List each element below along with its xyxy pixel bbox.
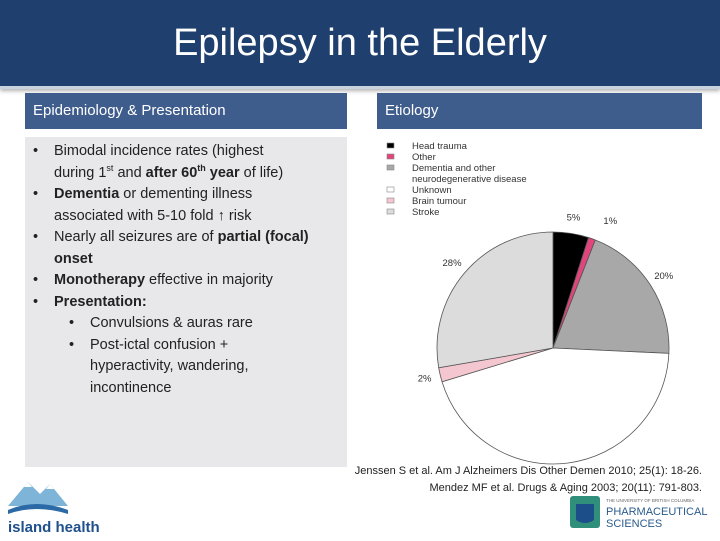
bullet-list: Bimodal incidence rates (highest during … xyxy=(29,141,345,399)
legend-label: Brain tumour xyxy=(412,196,466,207)
svg-text:PHARMACEUTICAL: PHARMACEUTICAL xyxy=(606,506,707,518)
slice-value-label: 5% xyxy=(567,213,581,224)
legend-swatch xyxy=(386,197,395,204)
citation-jenssen: Jenssen S et al. Am J Alzheimers Dis Oth… xyxy=(354,465,702,477)
bullet-dementia: Dementia or dementing illness associated… xyxy=(29,184,345,227)
epidemiology-header: Epidemiology & Presentation xyxy=(25,93,347,129)
citation-mendez: Mendez MF et al. Drugs & Aging 2003; 20(… xyxy=(429,482,702,494)
slice-value-label: 1% xyxy=(603,216,617,227)
title-bar: Epilepsy in the Elderly xyxy=(0,0,720,89)
legend-label: neurodegenerative disease xyxy=(412,174,527,185)
etiology-chart: Head trauma Other Dementia and other neurod… xyxy=(378,137,702,485)
bullet-partial-onset: Nearly all seizures are of partial (foca… xyxy=(29,227,345,270)
island-health-wordmark: island health xyxy=(8,519,100,536)
ubc-pharmaceutical-sciences-logo: THE UNIVERSITY OF BRITISH COLUMBIA PHARM… xyxy=(568,492,718,532)
legend-label: Dementia and other xyxy=(412,163,495,174)
pie-slice xyxy=(552,239,670,354)
citations: Jenssen S et al. Am J Alzheimers Dis Oth… xyxy=(302,463,702,497)
svg-text:SCIENCES: SCIENCES xyxy=(606,518,662,530)
pie-slice xyxy=(441,347,670,465)
slice-value-label: 28% xyxy=(443,258,463,269)
pie-slices xyxy=(436,231,670,465)
subbullet-convulsions: Convulsions & auras rare xyxy=(29,313,345,335)
legend-label: Unknown xyxy=(412,185,452,196)
bullet-bimodal-incidence: Bimodal incidence rates (highest during … xyxy=(29,141,345,184)
legend-swatch xyxy=(386,186,395,193)
epidemiology-panel: Bimodal incidence rates (highest during … xyxy=(25,137,347,467)
legend-label: Other xyxy=(412,152,436,163)
slice-value-label: 20% xyxy=(654,271,674,282)
ubc-logo: THE UNIVERSITY OF BRITISH COLUMBIA PHARM… xyxy=(570,496,707,530)
bullet-presentation: Presentation: xyxy=(29,292,345,314)
subbullet-post-ictal: Post-ictal confusion + hyperactivity, wa… xyxy=(29,335,345,400)
slide-title: Epilepsy in the Elderly xyxy=(173,22,547,64)
pie-slice xyxy=(436,231,554,369)
svg-text:THE UNIVERSITY OF BRITISH COLU: THE UNIVERSITY OF BRITISH COLUMBIA xyxy=(606,498,694,503)
legend-label: Head trauma xyxy=(412,141,468,152)
slice-value-label: 2% xyxy=(418,374,432,385)
island-health-logo: island health xyxy=(6,474,111,536)
etiology-header: Etiology xyxy=(377,93,702,129)
legend-swatch xyxy=(386,208,395,215)
mountain-icon: island health xyxy=(8,482,100,536)
legend-swatch xyxy=(386,142,395,149)
legend-swatch xyxy=(386,153,395,160)
legend-label: Stroke xyxy=(412,207,439,218)
legend-swatch xyxy=(386,164,395,171)
bullet-monotherapy: Monotherapy effective in majority xyxy=(29,270,345,292)
